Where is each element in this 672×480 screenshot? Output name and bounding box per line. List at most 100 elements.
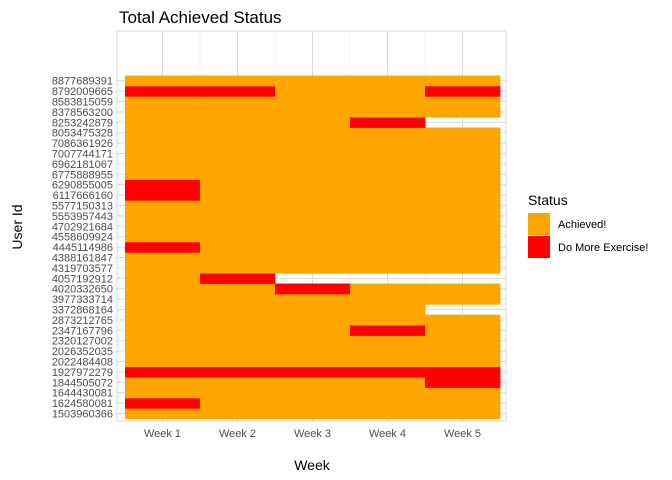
heatmap-cell [125, 408, 201, 420]
heatmap-cell [425, 231, 501, 243]
y-tick-label: 3977333714 [52, 294, 113, 306]
heatmap-cell [425, 200, 501, 212]
heatmap-cell [200, 356, 276, 368]
heatmap-cell [125, 75, 201, 87]
y-axis-tick-labels: 1503960366162458008116444300811844505072… [52, 76, 113, 421]
legend-title: Status [528, 192, 568, 208]
heatmap-cell [425, 169, 501, 180]
heatmap-cell [200, 85, 276, 97]
heatmap-cell [275, 200, 351, 212]
y-tick-label: 8053475328 [52, 128, 113, 140]
legend: Status Achieved! Do More Exercise! [528, 192, 648, 258]
legend-swatch [528, 213, 550, 235]
heatmap-cell [200, 241, 276, 253]
heatmap-cell [200, 117, 276, 128]
heatmap-cell [275, 96, 351, 108]
heatmap-cell [200, 158, 276, 170]
y-tick-label: 1927972279 [52, 367, 113, 379]
heatmap-cell [275, 262, 351, 274]
heatmap-cells [125, 75, 501, 420]
heatmap-cell [425, 366, 501, 378]
y-tick-label: 4388161847 [52, 253, 113, 265]
heatmap-cell [200, 189, 276, 201]
heatmap-cell [350, 179, 426, 191]
heatmap-cell [350, 137, 426, 149]
heatmap-cell [350, 283, 426, 295]
heatmap-cell [125, 96, 201, 108]
heatmap-cell [125, 345, 201, 357]
heatmap-cell [125, 137, 201, 149]
heatmap-cell [350, 117, 426, 128]
heatmap-cell [275, 345, 351, 357]
heatmap-cell [125, 221, 201, 232]
heatmap-cell [200, 231, 276, 243]
heatmap-cell [350, 262, 426, 274]
heatmap-cell [200, 200, 276, 212]
x-axis-tick-labels: Week 1 Week 2 Week 3 Week 4 Week 5 [144, 428, 481, 440]
panel-border [116, 30, 507, 422]
heatmap-cell [125, 106, 201, 118]
heatmap-cell [200, 137, 276, 149]
heatmap-cell [425, 293, 501, 305]
legend-label: Achieved! [558, 219, 606, 231]
heatmap-cell [125, 293, 201, 305]
heatmap-cell [425, 96, 501, 108]
y-tick-label: 4558609924 [52, 232, 113, 244]
heatmap-cell [350, 200, 426, 212]
heatmap-cell [425, 106, 501, 118]
heatmap-cell [200, 293, 276, 305]
heatmap-cell [275, 106, 351, 118]
heatmap-cell [125, 231, 201, 243]
y-tick-label: 8877689391 [52, 76, 113, 88]
heatmap-cell [350, 366, 426, 378]
heatmap-cell [275, 158, 351, 170]
heatmap-cell [425, 189, 501, 201]
x-tick-label: Week 3 [294, 428, 331, 440]
heatmap-cell [350, 169, 426, 180]
y-axis-title: User Id [9, 204, 25, 249]
y-tick-label: 3372868164 [52, 305, 113, 317]
heatmap-cell [125, 397, 201, 409]
heatmap-cell [275, 377, 351, 388]
heatmap-cell [425, 356, 501, 368]
heatmap-cell [350, 335, 426, 347]
heatmap-cell [350, 148, 426, 160]
heatmap-cell [275, 137, 351, 149]
heatmap-cell [425, 221, 501, 232]
heatmap-cell [125, 200, 201, 212]
heatmap-cell [350, 408, 426, 420]
heatmap-cell [275, 85, 351, 97]
heatmap-cell [275, 314, 351, 326]
x-tick-label: Week 4 [369, 428, 406, 440]
heatmap-cell [425, 283, 501, 295]
legend-swatch [528, 236, 550, 258]
heatmap-cell [350, 241, 426, 253]
heatmap-cell [200, 377, 276, 388]
heatmap-cell [125, 252, 201, 264]
y-tick-label: 4445114986 [53, 242, 113, 254]
heatmap-cell [125, 283, 201, 295]
legend-label: Do More Exercise! [558, 242, 648, 254]
y-tick-label: 6290855005 [52, 180, 113, 192]
heatmap-cell [200, 179, 276, 191]
y-tick-label: 2873212765 [52, 315, 113, 327]
heatmap-cell [425, 148, 501, 160]
heatmap-cell [425, 179, 501, 191]
heatmap-cell [275, 231, 351, 243]
heatmap-cell [200, 210, 276, 222]
heatmap-cell [275, 304, 351, 316]
heatmap-cell [425, 137, 501, 149]
heatmap-cell [425, 387, 501, 399]
heatmap-cell [350, 106, 426, 118]
heatmap-cell [275, 408, 351, 420]
heatmap-cell [425, 127, 501, 139]
y-tick-label: 2026352035 [52, 346, 113, 358]
heatmap-cell [350, 397, 426, 409]
heatmap-cell [200, 221, 276, 232]
heatmap-cell [200, 366, 276, 378]
heatmap-cell [200, 127, 276, 139]
heatmap-cell [125, 325, 201, 336]
heatmap-cell [350, 325, 426, 336]
heatmap-cell [350, 210, 426, 222]
heatmap-cell [350, 377, 426, 388]
